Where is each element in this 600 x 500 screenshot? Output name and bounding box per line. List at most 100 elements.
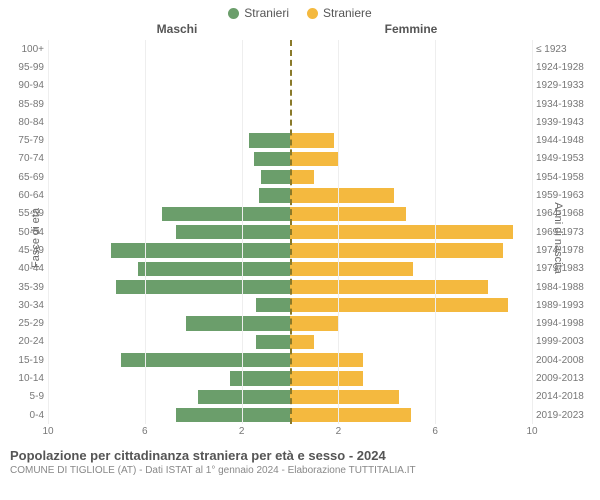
age-label: 95-99 [0, 62, 48, 73]
gridline [242, 40, 243, 424]
birth-year-label: 1929-1933 [532, 80, 600, 91]
legend-item-female: Straniere [307, 6, 372, 20]
age-label: 100+ [0, 44, 48, 55]
birth-year-label: 1999-2003 [532, 336, 600, 347]
age-label: 10-14 [0, 373, 48, 384]
bar-male [261, 170, 290, 184]
birth-year-label: ≤ 1923 [532, 44, 600, 55]
birth-year-label: 1959-1963 [532, 190, 600, 201]
x-tick: 2 [336, 426, 342, 437]
age-label: 55-59 [0, 208, 48, 219]
bar-female [290, 408, 411, 422]
x-tick: 6 [142, 426, 148, 437]
x-axis: 10 6 2 2 6 10 [0, 426, 600, 440]
age-label: 80-84 [0, 117, 48, 128]
birth-year-label: 2004-2008 [532, 355, 600, 366]
bar-female [290, 133, 334, 147]
bar-female [290, 371, 363, 385]
birth-year-label: 1924-1928 [532, 62, 600, 73]
bar-male [162, 207, 290, 221]
chart-subtitle: COMUNE DI TIGLIOLE (AT) - Dati ISTAT al … [10, 465, 590, 476]
bar-male [176, 408, 290, 422]
age-label: 50-54 [0, 227, 48, 238]
gridline [48, 40, 49, 424]
birth-year-label: 1979-1983 [532, 263, 600, 274]
bar-male [249, 133, 290, 147]
bar-male [259, 188, 290, 202]
bar-female [290, 188, 394, 202]
age-label: 30-34 [0, 300, 48, 311]
bar-female [290, 280, 488, 294]
age-label: 15-19 [0, 355, 48, 366]
birth-year-label: 2019-2023 [532, 410, 600, 421]
age-label: 0-4 [0, 410, 48, 421]
bar-male [186, 316, 290, 330]
column-headers: Maschi Femmine [0, 22, 600, 36]
birth-year-label: 2014-2018 [532, 391, 600, 402]
age-label: 25-29 [0, 318, 48, 329]
header-male: Maschi [0, 22, 294, 36]
center-divider [290, 40, 292, 424]
bar-female [290, 298, 508, 312]
birth-year-label: 1989-1993 [532, 300, 600, 311]
bar-male [111, 243, 290, 257]
gridline [145, 40, 146, 424]
chart-title: Popolazione per cittadinanza straniera p… [10, 448, 590, 463]
birth-year-label: 1974-1978 [532, 245, 600, 256]
x-tick: 2 [239, 426, 245, 437]
x-tick: 10 [42, 426, 53, 437]
bar-male [254, 152, 290, 166]
bar-female [290, 243, 503, 257]
bar-female [290, 170, 314, 184]
bar-female [290, 225, 513, 239]
gridline [532, 40, 533, 424]
age-label: 5-9 [0, 391, 48, 402]
birth-year-label: 1994-1998 [532, 318, 600, 329]
legend-item-male: Stranieri [228, 6, 289, 20]
gridline [435, 40, 436, 424]
bar-female [290, 152, 338, 166]
birth-year-label: 1984-1988 [532, 282, 600, 293]
bar-male [176, 225, 290, 239]
bar-female [290, 262, 413, 276]
x-tick: 6 [432, 426, 438, 437]
age-label: 40-44 [0, 263, 48, 274]
bar-male [116, 280, 290, 294]
birth-year-label: 1944-1948 [532, 135, 600, 146]
birth-year-label: 1969-1973 [532, 227, 600, 238]
age-label: 65-69 [0, 172, 48, 183]
bar-male [256, 335, 290, 349]
x-tick: 10 [526, 426, 537, 437]
bar-female [290, 353, 363, 367]
bar-male [121, 353, 290, 367]
bar-male [138, 262, 290, 276]
swatch-female [307, 8, 318, 19]
legend-label-male: Stranieri [244, 6, 289, 20]
bar-female [290, 390, 399, 404]
swatch-male [228, 8, 239, 19]
legend: Stranieri Straniere [0, 0, 600, 22]
birth-year-label: 1954-1958 [532, 172, 600, 183]
bar-female [290, 207, 406, 221]
bar-male [230, 371, 291, 385]
birth-year-label: 1949-1953 [532, 153, 600, 164]
birth-year-label: 1964-1968 [532, 208, 600, 219]
age-label: 85-89 [0, 99, 48, 110]
age-label: 35-39 [0, 282, 48, 293]
birth-year-label: 2009-2013 [532, 373, 600, 384]
age-label: 90-94 [0, 80, 48, 91]
gridline [338, 40, 339, 424]
header-female: Femmine [294, 22, 600, 36]
bar-female [290, 335, 314, 349]
age-label: 45-49 [0, 245, 48, 256]
bar-male [198, 390, 290, 404]
legend-label-female: Straniere [323, 6, 372, 20]
age-label: 70-74 [0, 153, 48, 164]
age-label: 20-24 [0, 336, 48, 347]
bar-male [256, 298, 290, 312]
bar-female [290, 316, 338, 330]
age-label: 60-64 [0, 190, 48, 201]
birth-year-label: 1939-1943 [532, 117, 600, 128]
age-label: 75-79 [0, 135, 48, 146]
birth-year-label: 1934-1938 [532, 99, 600, 110]
